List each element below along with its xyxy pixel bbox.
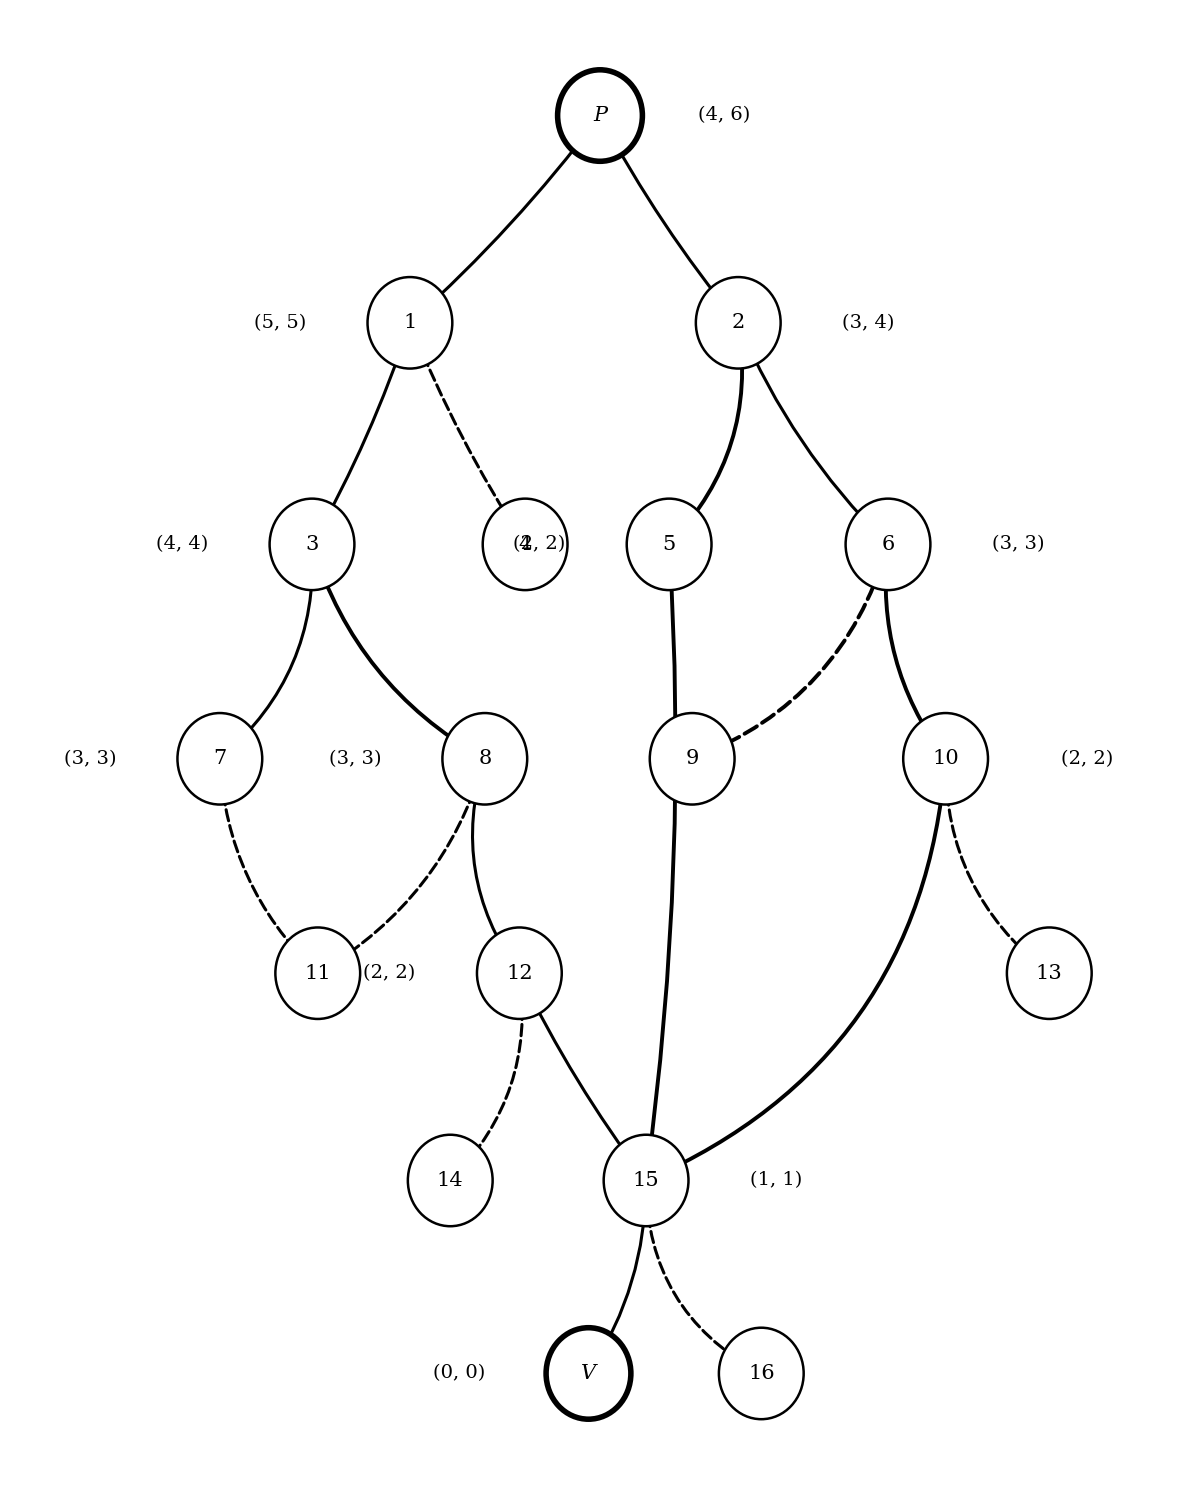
Text: 12: 12 (506, 963, 533, 983)
Text: 10: 10 (932, 749, 959, 768)
Text: (4, 6): (4, 6) (698, 107, 750, 125)
Text: 15: 15 (632, 1170, 659, 1190)
Text: 6: 6 (881, 535, 895, 554)
Text: 4: 4 (518, 535, 532, 554)
Text: (3, 3): (3, 3) (329, 750, 382, 768)
Text: 5: 5 (662, 535, 676, 554)
Ellipse shape (696, 277, 781, 369)
Text: (5, 5): (5, 5) (254, 314, 306, 332)
Ellipse shape (476, 928, 562, 1018)
Ellipse shape (275, 928, 360, 1018)
Ellipse shape (408, 1135, 493, 1227)
Ellipse shape (546, 1328, 631, 1419)
FancyArrowPatch shape (671, 326, 742, 542)
Text: 2: 2 (732, 313, 745, 332)
FancyArrowPatch shape (222, 546, 312, 756)
FancyArrowPatch shape (320, 761, 484, 972)
FancyArrowPatch shape (410, 326, 523, 542)
Text: P: P (593, 106, 607, 125)
Ellipse shape (604, 1135, 689, 1227)
Text: (2, 2): (2, 2) (514, 536, 565, 554)
Text: 9: 9 (685, 749, 698, 768)
Ellipse shape (178, 713, 263, 804)
Text: 8: 8 (478, 749, 492, 768)
Text: 11: 11 (305, 963, 331, 983)
Ellipse shape (904, 713, 988, 804)
FancyArrowPatch shape (739, 326, 886, 542)
FancyArrowPatch shape (473, 761, 517, 971)
FancyArrowPatch shape (590, 1184, 646, 1371)
FancyArrowPatch shape (601, 118, 737, 320)
Text: 16: 16 (748, 1364, 774, 1383)
FancyArrowPatch shape (313, 326, 409, 542)
Text: (4, 4): (4, 4) (156, 536, 209, 554)
Text: 14: 14 (437, 1170, 463, 1190)
Text: (1, 1): (1, 1) (750, 1172, 802, 1190)
Ellipse shape (367, 277, 452, 369)
Ellipse shape (846, 499, 930, 590)
Ellipse shape (626, 499, 712, 590)
Text: (3, 3): (3, 3) (991, 536, 1044, 554)
FancyArrowPatch shape (695, 546, 887, 758)
FancyArrowPatch shape (313, 546, 482, 758)
Text: V: V (581, 1364, 596, 1383)
Ellipse shape (649, 713, 734, 804)
FancyArrowPatch shape (646, 1184, 758, 1373)
FancyArrowPatch shape (521, 975, 644, 1178)
FancyArrowPatch shape (452, 975, 522, 1178)
Text: 7: 7 (214, 749, 227, 768)
Ellipse shape (482, 499, 568, 590)
FancyArrowPatch shape (886, 546, 944, 756)
FancyArrowPatch shape (649, 761, 946, 1179)
FancyArrowPatch shape (946, 761, 1048, 971)
Ellipse shape (1007, 928, 1092, 1018)
Text: (2, 2): (2, 2) (1061, 750, 1114, 768)
FancyArrowPatch shape (412, 118, 599, 322)
Ellipse shape (719, 1328, 804, 1419)
Text: 3: 3 (305, 535, 319, 554)
Ellipse shape (558, 70, 642, 161)
Ellipse shape (443, 713, 527, 804)
Text: (2, 2): (2, 2) (364, 965, 415, 983)
Ellipse shape (270, 499, 354, 590)
Text: (3, 3): (3, 3) (64, 750, 116, 768)
Text: 13: 13 (1036, 963, 1063, 983)
Text: (3, 4): (3, 4) (842, 314, 894, 332)
FancyArrowPatch shape (220, 761, 316, 971)
FancyArrowPatch shape (647, 546, 676, 1178)
Text: (0, 0): (0, 0) (432, 1364, 485, 1382)
Text: 1: 1 (403, 313, 416, 332)
